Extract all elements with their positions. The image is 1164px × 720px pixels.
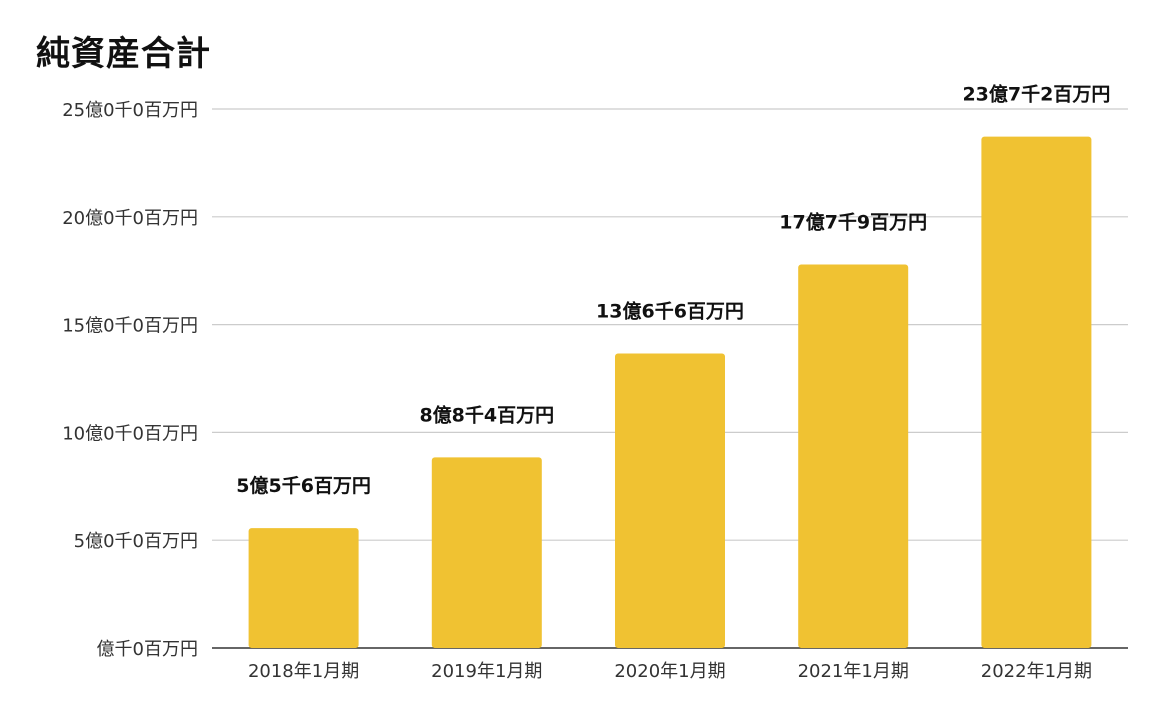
data-label: 17億7千9百万円 <box>779 210 927 233</box>
bar <box>431 457 542 648</box>
chart-title: 純資産合計 <box>36 34 211 74</box>
x-tick-label: 2021年1月期 <box>798 661 909 682</box>
x-tick-label: 2022年1月期 <box>981 661 1092 682</box>
bar <box>798 264 909 648</box>
data-label: 23億7千2百万円 <box>962 83 1110 106</box>
data-label: 13億6千6百万円 <box>596 299 744 322</box>
y-tick-label: 20億0千0百万円 <box>62 208 198 229</box>
x-tick-label: 2018年1月期 <box>248 661 359 682</box>
y-tick-label: 5億0千0百万円 <box>74 531 198 552</box>
y-tick-label: 億千0百万円 <box>97 639 198 660</box>
data-label: 5億5千6百万円 <box>236 474 371 497</box>
y-tick-label: 10億0千0百万円 <box>62 423 198 444</box>
x-tick-label: 2019年1月期 <box>431 661 542 682</box>
data-label: 8億8千4百万円 <box>419 403 554 426</box>
bar <box>248 528 359 648</box>
y-tick-label: 15億0千0百万円 <box>62 316 198 337</box>
y-tick-label: 25億0千0百万円 <box>62 100 198 121</box>
bar <box>981 136 1092 648</box>
x-tick-label: 2020年1月期 <box>614 661 725 682</box>
bar <box>615 353 725 648</box>
